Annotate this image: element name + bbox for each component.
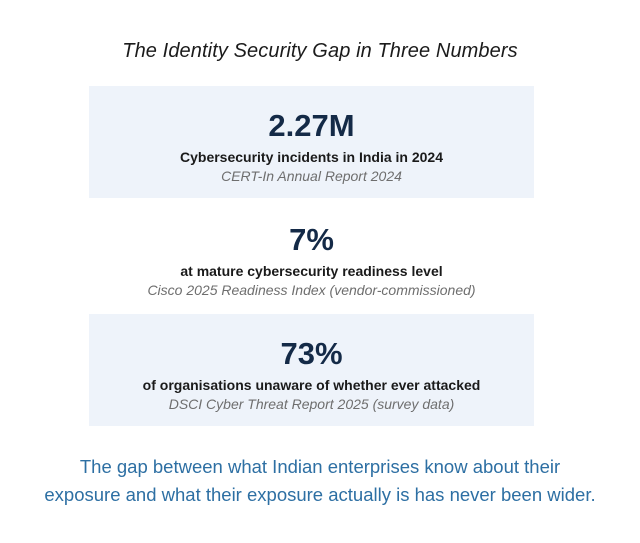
stat-label: of organisations unaware of whether ever… [142,377,481,393]
stat-source: DSCI Cyber Threat Report 2025 (survey da… [168,396,455,412]
footer-line-1: The gap between what Indian enterprises … [79,456,561,477]
footer-line-2: exposure and what their exposure actuall… [44,484,596,505]
stat-value: 7% [289,222,334,257]
footer-statement: The gap between what Indian enterprises … [10,453,630,509]
stat-value: 73% [280,336,343,371]
stat-value: 2.27M [268,108,355,143]
stat-source: CERT-In Annual Report 2024 [221,168,402,184]
stat-source: Cisco 2025 Readiness Index (vendor-commi… [147,282,476,298]
page-title: The Identity Security Gap in Three Numbe… [122,40,518,62]
stat-card-readiness: 7% at mature cybersecurity readiness lev… [89,216,534,302]
stat-label: Cybersecurity incidents in India in 2024 [180,149,443,165]
stat-label: at mature cybersecurity readiness level [180,263,443,279]
stat-card-incidents: 2.27M Cybersecurity incidents in India i… [89,86,534,198]
stat-card-unaware: 73% of organisations unaware of whether … [89,314,534,426]
